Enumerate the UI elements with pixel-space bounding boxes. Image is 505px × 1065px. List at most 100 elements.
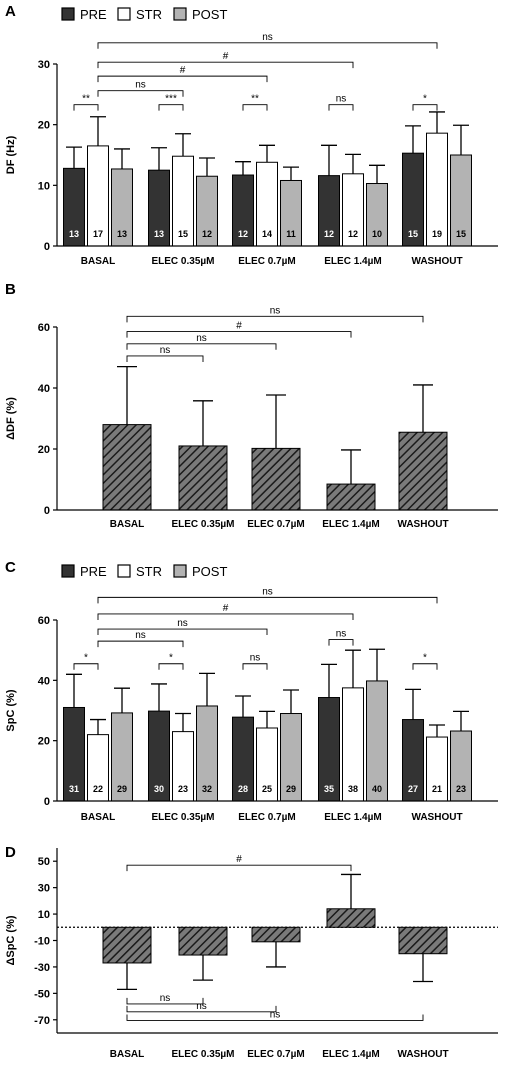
y-axis-label: ΔDF (%) <box>5 397 17 440</box>
x-tick-label: WASHOUT <box>397 519 448 530</box>
error-bar <box>453 710 469 732</box>
between-bracket <box>97 628 268 636</box>
legend-swatch <box>117 564 131 578</box>
error-bar <box>369 648 385 681</box>
significance-label: ns <box>135 80 146 91</box>
y-tick-label: 60 <box>38 615 50 627</box>
significance-label: # <box>236 854 242 865</box>
y-axis-label: DF (Hz) <box>5 135 17 174</box>
significance-label: ns <box>177 618 188 629</box>
error-bar <box>405 125 421 154</box>
error-bar <box>429 724 445 738</box>
y-tick-label: 10 <box>38 909 50 921</box>
error-bar <box>453 124 469 155</box>
y-tick-label: 10 <box>38 180 50 192</box>
x-tick-label: ELEC 0.7µM <box>238 812 295 823</box>
between-bracket <box>97 90 184 97</box>
x-tick-label: WASHOUT <box>397 1049 448 1060</box>
x-tick-label: ELEC 1.4µM <box>322 1049 379 1060</box>
x-tick-label: ELEC 0.35µM <box>151 812 214 823</box>
within-bracket <box>328 639 354 646</box>
y-tick-label: 30 <box>38 883 50 895</box>
x-tick-label: ELEC 0.35µM <box>171 519 234 530</box>
n-label: 21 <box>432 784 442 794</box>
legend-label: POST <box>192 7 227 22</box>
n-label: 15 <box>408 229 418 239</box>
n-label: 22 <box>93 784 103 794</box>
significance-label: # <box>223 603 229 614</box>
bar <box>102 424 152 511</box>
between-bracket <box>126 1005 277 1013</box>
x-tick-label: ELEC 0.35µM <box>151 256 214 267</box>
bar <box>366 680 388 802</box>
between-bracket <box>126 997 204 1005</box>
within-bracket <box>158 104 184 111</box>
significance-label: ns <box>250 653 261 664</box>
significance-label: ns <box>196 1001 207 1012</box>
legend-label: STR <box>136 7 162 22</box>
n-label: 13 <box>69 229 79 239</box>
error-bar <box>117 366 137 425</box>
bar <box>251 447 301 511</box>
bar <box>398 926 448 955</box>
between-bracket <box>126 355 204 362</box>
bar <box>178 926 228 956</box>
significance-label: ns <box>160 345 171 356</box>
within-bracket <box>73 104 99 111</box>
y-axis-label: ΔSpC (%) <box>5 915 17 965</box>
n-label: 31 <box>69 784 79 794</box>
n-label: 32 <box>202 784 212 794</box>
within-bracket <box>412 663 438 670</box>
error-bar <box>321 663 337 698</box>
error-bar <box>259 710 275 728</box>
n-label: 29 <box>117 784 127 794</box>
y-tick-label: 0 <box>44 796 50 808</box>
y-tick-label: -70 <box>34 1015 50 1027</box>
error-bar <box>341 873 361 909</box>
error-bar <box>117 962 137 991</box>
n-label: 12 <box>348 229 358 239</box>
y-tick-label: 40 <box>38 383 50 395</box>
bar <box>326 483 376 511</box>
between-bracket <box>97 640 184 648</box>
n-label: 27 <box>408 784 418 794</box>
error-bar <box>405 688 421 720</box>
legend-label: PRE <box>80 564 107 579</box>
x-tick-label: WASHOUT <box>411 812 462 823</box>
within-bracket <box>412 104 438 111</box>
n-label: 10 <box>372 229 382 239</box>
legend-label: POST <box>192 564 227 579</box>
error-bar <box>235 161 251 176</box>
significance-label: ** <box>251 94 259 105</box>
bar <box>398 431 448 511</box>
error-bar <box>266 394 286 449</box>
y-tick-label: 40 <box>38 675 50 687</box>
n-label: 12 <box>238 229 248 239</box>
legend-label: PRE <box>80 7 107 22</box>
significance-label: # <box>236 321 242 332</box>
n-label: 35 <box>324 784 334 794</box>
error-bar <box>90 718 106 735</box>
error-bar <box>341 449 361 485</box>
significance-label: * <box>84 653 88 664</box>
error-bar <box>114 148 130 169</box>
x-tick-label: ELEC 0.7µM <box>247 519 304 530</box>
between-bracket <box>97 613 354 620</box>
legend-label: STR <box>136 564 162 579</box>
error-bar <box>193 400 213 446</box>
error-bar <box>259 144 275 163</box>
x-tick-label: ELEC 1.4µM <box>324 812 381 823</box>
x-tick-label: WASHOUT <box>411 256 462 267</box>
significance-label: # <box>180 65 186 76</box>
panel-letter: C <box>5 559 16 576</box>
between-bracket <box>126 343 277 350</box>
n-label: 23 <box>456 784 466 794</box>
y-tick-label: 0 <box>44 241 50 253</box>
significance-label: ns <box>336 629 347 640</box>
legend-swatch <box>61 7 75 21</box>
n-label: 38 <box>348 784 358 794</box>
error-bar <box>199 157 215 177</box>
y-tick-label: 30 <box>38 59 50 71</box>
y-tick-label: 20 <box>38 120 50 132</box>
